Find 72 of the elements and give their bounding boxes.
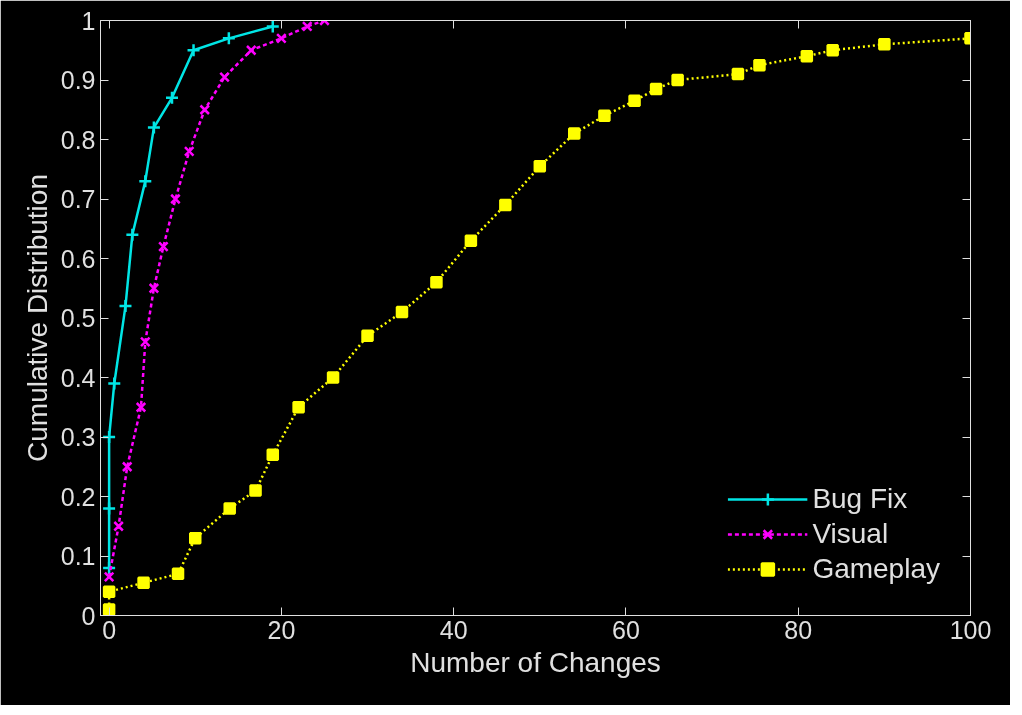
y-tick-label: 0.2	[60, 482, 96, 511]
point	[146, 120, 162, 135]
point	[189, 531, 202, 545]
y-tick-label: 0.1	[60, 542, 96, 570]
point	[361, 329, 374, 343]
point	[103, 571, 115, 583]
point	[301, 20, 313, 32]
point	[671, 73, 684, 87]
point	[121, 461, 133, 473]
point	[292, 401, 305, 414]
point	[138, 173, 153, 189]
y-tick-label: 0.9	[60, 66, 96, 94]
x-tick-label: 80	[784, 615, 813, 644]
point	[157, 241, 169, 253]
legend-label: Visual	[812, 518, 889, 550]
point	[275, 32, 287, 44]
point	[113, 520, 125, 532]
point	[395, 305, 409, 319]
point	[464, 234, 478, 247]
point	[148, 282, 160, 294]
point	[164, 90, 180, 106]
point	[219, 71, 231, 83]
point	[499, 198, 512, 212]
x-tick-label: 0	[102, 615, 117, 644]
x-tick-label: 40	[439, 615, 468, 644]
x-tick-label: 60	[612, 615, 640, 644]
point	[171, 567, 185, 581]
point	[266, 448, 280, 462]
y-tick-label: 0.5	[60, 304, 96, 332]
point	[223, 502, 236, 515]
point	[118, 298, 133, 314]
point	[800, 49, 814, 63]
point	[878, 38, 891, 51]
point	[183, 145, 195, 157]
point	[102, 603, 116, 616]
point	[598, 109, 611, 122]
point	[753, 58, 766, 72]
point	[568, 127, 581, 140]
point	[169, 193, 181, 205]
point	[199, 104, 211, 116]
point	[102, 585, 116, 598]
x-axis-title: Number of Changes	[410, 646, 661, 678]
legend-label: Gameplay	[812, 553, 940, 585]
y-tick-label: 0.8	[60, 125, 96, 154]
point	[245, 44, 257, 56]
point	[265, 20, 281, 34]
y-tick-label: 0.4	[60, 363, 96, 392]
point	[533, 160, 547, 173]
legend-label: Bug Fix	[812, 483, 908, 515]
point	[249, 484, 262, 497]
point	[186, 43, 201, 58]
y-tick-label: 0.7	[60, 185, 96, 213]
point	[139, 336, 151, 348]
y-tick-label: 1	[81, 6, 96, 35]
x-tick-label: 20	[267, 615, 296, 644]
x-tick-label: 100	[949, 615, 992, 644]
point	[826, 44, 839, 57]
point	[649, 82, 663, 96]
point	[135, 401, 147, 413]
point	[221, 31, 237, 46]
point	[107, 376, 122, 391]
y-axis-title: Cumulative Distribution	[21, 174, 53, 462]
point	[628, 94, 641, 108]
point	[125, 227, 140, 242]
point	[430, 276, 443, 289]
point	[101, 501, 117, 516]
point	[101, 429, 117, 445]
point	[137, 576, 150, 590]
y-tick-label: 0.3	[60, 423, 96, 451]
y-tick-label: 0.6	[60, 244, 96, 273]
point	[326, 371, 340, 384]
point	[731, 67, 745, 81]
